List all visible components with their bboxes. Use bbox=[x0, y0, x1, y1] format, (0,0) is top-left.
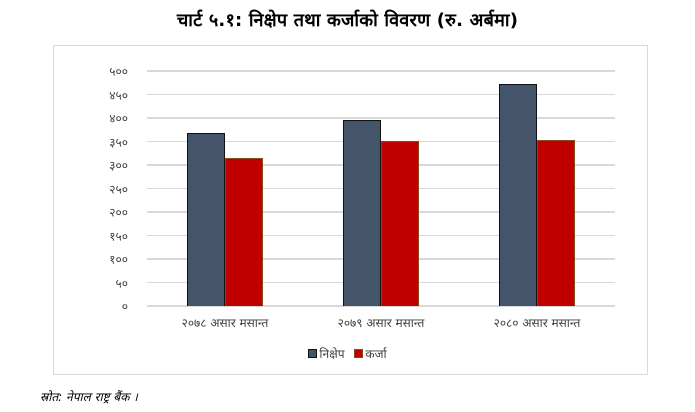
y-tick-label: ५०० bbox=[109, 64, 128, 79]
legend-swatch-deposit bbox=[308, 349, 318, 358]
legend-label-deposit: निक्षेप bbox=[319, 347, 345, 361]
legend-item-deposit: निक्षेप bbox=[308, 345, 345, 362]
y-tick-label: ४५० bbox=[109, 88, 128, 102]
y-tick-label: २५० bbox=[109, 182, 128, 196]
bar-deposit bbox=[187, 133, 225, 306]
legend-item-loan: कर्जा bbox=[354, 345, 387, 362]
gridline bbox=[147, 117, 615, 119]
y-tick-label: ५० bbox=[115, 276, 128, 290]
gridline bbox=[147, 305, 615, 307]
bar-loan bbox=[537, 140, 575, 306]
y-tick-label: २०० bbox=[109, 205, 128, 220]
x-tick-label: २०७८ असार मसान्त bbox=[181, 316, 269, 330]
bar-loan bbox=[225, 157, 263, 306]
gridline bbox=[147, 93, 615, 96]
bar-deposit bbox=[343, 119, 381, 306]
y-tick-label: १५० bbox=[109, 229, 128, 243]
chart-title: चार्ट ५.१: निक्षेप तथा कर्जाको विवरण (रु… bbox=[176, 10, 519, 31]
y-tick-label: ० bbox=[121, 299, 128, 314]
bar-deposit bbox=[499, 84, 537, 306]
legend: निक्षेप कर्जा bbox=[0, 345, 695, 362]
y-tick-label: ४०० bbox=[109, 111, 128, 126]
bar-loan bbox=[381, 141, 419, 306]
legend-label-loan: कर्जा bbox=[365, 347, 387, 361]
y-tick-label: ३५० bbox=[109, 135, 128, 149]
y-tick-label: ३०० bbox=[109, 158, 128, 173]
x-tick-label: २०७९ असार मसान्त bbox=[337, 316, 425, 330]
legend-swatch-loan bbox=[354, 349, 364, 358]
source-note: स्रोत: नेपाल राष्ट्र बैंक । bbox=[40, 390, 138, 404]
plot-area bbox=[147, 70, 615, 307]
x-tick-label: २०८० असार मसान्त bbox=[493, 316, 581, 330]
y-tick-label: १०० bbox=[109, 252, 128, 267]
gridline bbox=[147, 70, 615, 72]
